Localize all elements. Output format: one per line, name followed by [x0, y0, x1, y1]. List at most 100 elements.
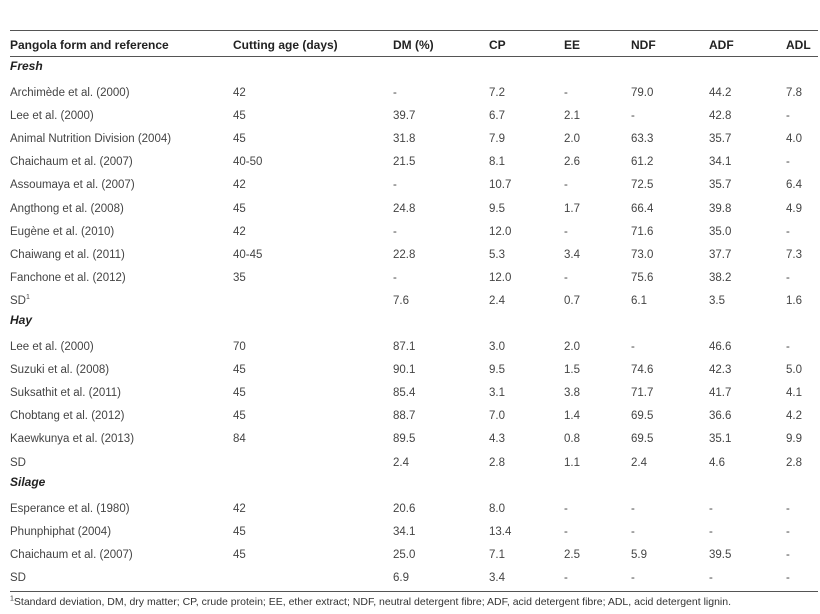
table-cell-reference: Eugène et al. (2010): [10, 225, 115, 238]
table-cell-cutting-age: 45: [233, 202, 246, 215]
table-cell-ee: -: [564, 271, 568, 284]
table-cell-ndf: -: [631, 110, 635, 123]
section-heading-silage: Silage: [10, 474, 46, 489]
table-cell-ee: 3.8: [564, 387, 580, 400]
table-footnote: 1Standard deviation, DM, dry matter; CP,…: [10, 595, 732, 609]
table-cell-dm: 85.4: [393, 387, 416, 400]
table-cell-dm: 6.9: [393, 571, 409, 584]
table-cell-ndf: 75.6: [631, 271, 654, 284]
table-cell-ndf: 61.2: [631, 156, 654, 169]
table-cell-reference: Esperance et al. (1980): [10, 502, 130, 515]
table-cell-ndf: 72.5: [631, 179, 654, 192]
table-cell-ee: 1.7: [564, 202, 580, 215]
table-cell-ndf: 5.9: [631, 548, 647, 561]
table-cell-adf: 3.5: [709, 294, 725, 307]
table-cell-reference: SD1: [10, 294, 30, 307]
table-cell-reference: Lee et al. (2000): [10, 341, 94, 353]
table-cell-cutting-age: 42: [233, 502, 246, 515]
table-cell-adf: 36.6: [709, 410, 732, 423]
table-cell-adf: 35.1: [709, 433, 732, 446]
table-cell-adf: 35.7: [709, 179, 732, 192]
table-cell-adf: 35.0: [709, 225, 732, 238]
table-cell-adl: 7.3: [786, 248, 802, 261]
table-cell-ee: 1.1: [564, 456, 580, 469]
table-cell-cutting-age: 40-45: [233, 248, 263, 261]
table-cell-cp: 2.4: [489, 294, 505, 307]
table-cell-adl: 4.2: [786, 410, 802, 423]
table-cell-adf: -: [709, 502, 713, 515]
table-cell-cutting-age: 42: [233, 87, 246, 99]
table-cell-cp: 7.2: [489, 87, 505, 99]
table-cell-ndf: 71.6: [631, 225, 654, 238]
table-cell-cp: 9.5: [489, 364, 505, 377]
table-cell-adf: 35.7: [709, 133, 732, 146]
column-header-ndf: NDF: [631, 38, 656, 52]
table-cell-cp: 12.0: [489, 225, 512, 238]
table-cell-cutting-age: 45: [233, 525, 246, 538]
table-cell-reference: SD: [10, 456, 26, 469]
table-cell-cutting-age: 84: [233, 433, 246, 446]
table-cell-ndf: -: [631, 525, 635, 538]
table-cell-adl: -: [786, 225, 790, 238]
table-cell-dm: 25.0: [393, 548, 416, 561]
table-cell-adf: 41.7: [709, 387, 732, 400]
table-cell-cutting-age: 45: [233, 548, 246, 561]
table-cell-reference: Suksathit et al. (2011): [10, 387, 122, 400]
table-cell-ndf: 63.3: [631, 133, 654, 146]
table-cell-adl: -: [786, 341, 790, 353]
table-cell-ee: -: [564, 571, 568, 584]
table-cell-ndf: 6.1: [631, 294, 647, 307]
table-cell-dm: 2.4: [393, 456, 409, 469]
table-cell-cp: 8.0: [489, 502, 505, 515]
footnote-mark: 1: [10, 595, 14, 603]
table-cell-ndf: -: [631, 571, 635, 584]
table-cell-cp: 6.7: [489, 110, 505, 123]
table-cell-ee: 0.8: [564, 433, 580, 446]
table-cell-ee: 2.0: [564, 133, 580, 146]
table-cell-adl: -: [786, 502, 790, 515]
table-cell-reference: Chaichaum et al. (2007): [10, 548, 133, 561]
table-cell-ndf: -: [631, 502, 635, 515]
table-cell-adl: 7.8: [786, 87, 802, 99]
table-cell-cp: 4.3: [489, 433, 505, 446]
table-bottom-rule: [10, 591, 818, 592]
table-cell-dm: 90.1: [393, 364, 416, 377]
table-cell-dm: 20.6: [393, 502, 416, 515]
table-cell-reference: Suzuki et al. (2008): [10, 364, 110, 377]
table-cell-cutting-age: 45: [233, 387, 246, 400]
footnote-text: Standard deviation, DM, dry matter; CP, …: [13, 596, 732, 608]
table-cell-dm: 88.7: [393, 410, 416, 423]
table-cell-reference: Phunphiphat (2004): [10, 525, 112, 538]
table-cell-cp: 8.1: [489, 156, 505, 169]
table-cell-dm: 87.1: [393, 341, 416, 353]
table-cell-dm: -: [393, 87, 397, 99]
table-cell-reference: Fanchone et al. (2012): [10, 271, 126, 284]
table-cell-cp: 12.0: [489, 271, 512, 284]
table-cell-reference: Chaiwang et al. (2011): [10, 248, 125, 261]
table-cell-adl: -: [786, 271, 790, 284]
table-cell-adl: -: [786, 110, 790, 123]
table-cell-cp: 3.0: [489, 341, 505, 353]
table-cell-adl: 6.4: [786, 179, 802, 192]
table-cell-dm: 31.8: [393, 133, 416, 146]
table-cell-cp: 7.9: [489, 133, 505, 146]
table-cell-reference: Archimède et al. (2000): [10, 87, 130, 99]
table-cell-cutting-age: 40-50: [233, 156, 263, 169]
table-cell-adf: 42.3: [709, 364, 732, 377]
section-heading-fresh: Fresh: [10, 59, 43, 73]
table-cell-adf: 44.2: [709, 87, 732, 99]
table-cell-adf: 39.8: [709, 202, 732, 215]
column-header-adf: ADF: [709, 38, 734, 52]
table-cell-ndf: 74.6: [631, 364, 654, 377]
table-cell-cutting-age: 45: [233, 410, 246, 423]
table-cell-ee: -: [564, 525, 568, 538]
table-cell-cutting-age: 42: [233, 225, 246, 238]
table-cell-cp: 7.1: [489, 548, 505, 561]
table-top-rule: [10, 30, 818, 31]
table-cell-dm: 39.7: [393, 110, 416, 123]
table-cell-dm: 22.8: [393, 248, 416, 261]
table-cell-dm: 7.6: [393, 294, 409, 307]
table-cell-adf: 42.8: [709, 110, 732, 123]
table-cell-ndf: 73.0: [631, 248, 654, 261]
